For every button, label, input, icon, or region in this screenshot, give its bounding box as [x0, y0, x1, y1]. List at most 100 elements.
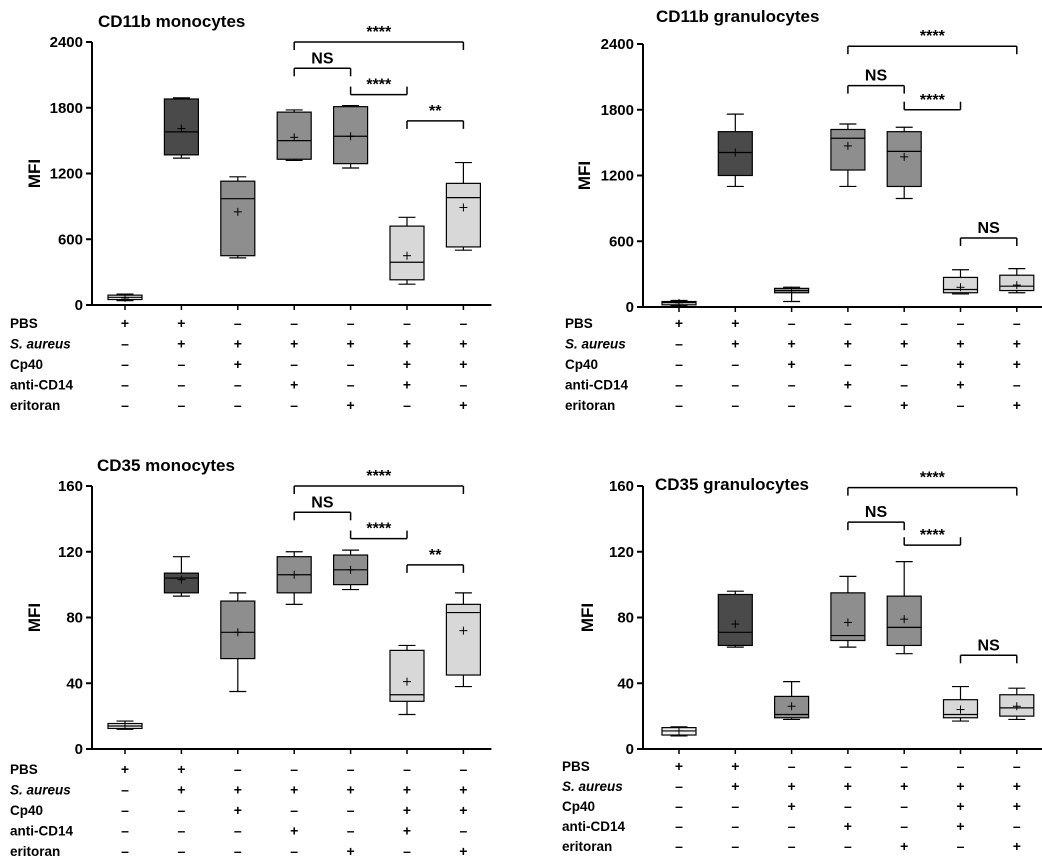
box-iqr [333, 106, 369, 165]
significance-label: **** [920, 92, 946, 109]
y-tick-label: 1200 [601, 168, 634, 185]
condition-symbol: + [731, 778, 739, 794]
condition-label: PBS [565, 316, 593, 331]
y-tick-label: 1800 [50, 100, 83, 117]
condition-symbol: – [900, 758, 908, 774]
condition-symbol: + [234, 782, 242, 798]
condition-symbol: – [347, 802, 355, 818]
condition-symbol: – [178, 397, 186, 413]
condition-symbol: – [347, 377, 355, 393]
condition-symbol: – [403, 843, 411, 857]
box-group-6 [942, 685, 979, 722]
chart-panel-2: CD11b granulocytes MFI 0 600 1200 1800 2400 ***… [565, 7, 1042, 413]
condition-symbol: + [1013, 397, 1021, 413]
y-tick-label: 120 [58, 544, 83, 561]
condition-label: eritoran [562, 839, 612, 854]
condition-label: Cp40 [562, 799, 595, 814]
condition-symbol: + [900, 397, 908, 413]
condition-symbol: + [121, 761, 129, 777]
condition-label: S. aureus [562, 779, 623, 794]
condition-label: eritoran [10, 844, 60, 857]
condition-symbol: – [788, 397, 796, 413]
condition-symbol: – [900, 377, 908, 393]
chart-title: CD11b granulocytes [656, 7, 819, 26]
condition-symbol: + [844, 818, 852, 834]
box-iqr [830, 592, 866, 642]
condition-symbol: + [347, 397, 355, 413]
condition-symbol: – [121, 356, 129, 372]
box-group-1 [107, 720, 143, 730]
condition-symbol: – [460, 761, 468, 777]
condition-symbol: – [347, 356, 355, 372]
condition-symbol: + [403, 356, 411, 372]
condition-label: S. aureus [10, 337, 71, 352]
condition-label: eritoran [10, 398, 60, 413]
condition-symbol: – [1013, 758, 1021, 774]
condition-symbol: – [178, 377, 186, 393]
condition-symbol: + [459, 336, 467, 352]
box-group-7 [999, 687, 1035, 721]
significance-bracket-2: NS [847, 68, 905, 94]
significance-bracket-2: NS [293, 494, 352, 521]
box-iqr [717, 593, 753, 647]
y-tick-label: 40 [66, 675, 83, 692]
condition-symbol: – [1013, 818, 1021, 834]
box-group-6 [389, 644, 425, 716]
condition-symbol: – [844, 838, 852, 854]
condition-symbol: + [1013, 838, 1021, 854]
condition-symbol: + [290, 377, 298, 393]
y-tick-label: 0 [75, 297, 83, 314]
condition-symbol: – [675, 818, 683, 834]
y-tick-label: 600 [609, 233, 634, 250]
box-group-6 [389, 216, 425, 285]
condition-symbol: + [347, 782, 355, 798]
condition-symbol: + [459, 802, 467, 818]
condition-symbol: – [121, 377, 129, 393]
significance-label: NS [865, 504, 888, 521]
condition-symbol: – [234, 843, 242, 857]
condition-symbol: + [347, 336, 355, 352]
condition-symbol: – [178, 356, 186, 372]
y-tick-label: 80 [66, 610, 83, 627]
condition-table: PBS + + – – – – – S. aureus – + + + + + + Cp40 – – + – – + + ant… [10, 761, 468, 857]
condition-symbol: – [788, 758, 796, 774]
condition-symbol: + [177, 336, 185, 352]
box-group-7 [445, 592, 481, 688]
box-group-7 [999, 268, 1035, 294]
condition-symbol: – [844, 315, 852, 331]
condition-symbol: – [731, 356, 739, 372]
y-tick-label: 40 [617, 675, 634, 692]
condition-label: Cp40 [10, 357, 43, 372]
condition-symbol: + [177, 782, 185, 798]
chart-panel-1: CD11b monocytes MFI 0 600 1200 1800 2400 **** NS… [10, 12, 492, 413]
y-tick-label: 1200 [50, 166, 83, 183]
condition-symbol: – [460, 377, 468, 393]
y-tick-label: 0 [626, 741, 634, 758]
significance-label: ** [429, 547, 442, 564]
significance-label: NS [865, 68, 888, 85]
box-group-5 [886, 561, 922, 655]
chart-panel-4: CD35 granulocytes MFI 0 40 80 120 160 **** NS ***… [562, 470, 1042, 854]
condition-symbol: + [459, 782, 467, 798]
box-group-3 [773, 681, 810, 721]
condition-symbol: – [788, 377, 796, 393]
box-group-7 [445, 161, 481, 251]
condition-label: eritoran [565, 398, 615, 413]
y-tick-label: 160 [58, 478, 83, 495]
box-group-2 [163, 556, 199, 597]
condition-symbol: – [347, 823, 355, 839]
significance-bracket-4: ** [406, 103, 465, 129]
condition-table: PBS + + – – – – – S. aureus – + + + + + + Cp40 – – + – – + + ant… [10, 315, 468, 413]
condition-symbol: + [290, 336, 298, 352]
condition-symbol: + [900, 778, 908, 794]
significance-label: NS [978, 220, 1001, 237]
condition-symbol: – [121, 823, 129, 839]
condition-symbol: – [234, 823, 242, 839]
significance-bracket-3: **** [903, 527, 962, 546]
condition-symbol: + [403, 377, 411, 393]
condition-symbol: + [403, 823, 411, 839]
condition-symbol: + [675, 758, 683, 774]
box-group-4 [830, 123, 866, 188]
condition-symbol: + [788, 356, 796, 372]
box-group-1 [661, 298, 697, 307]
